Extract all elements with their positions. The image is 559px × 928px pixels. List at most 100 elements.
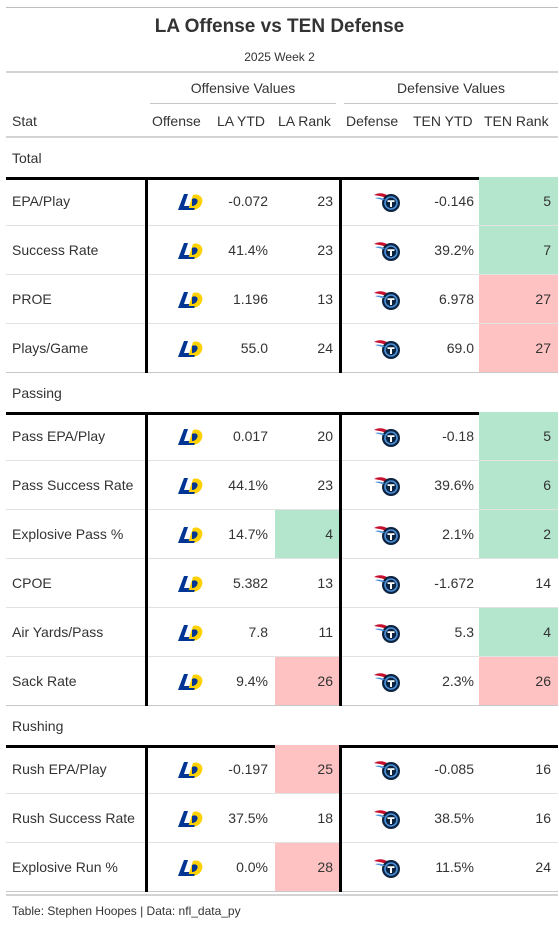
- titans-logo-icon: [373, 338, 403, 360]
- table-row: CPOE 5.382 13 -1.672 14: [6, 559, 558, 608]
- offensive-values-spanner: Offensive Values: [190, 80, 296, 96]
- la-rank-highlight: [275, 843, 342, 892]
- ten-rank-value: 6: [543, 477, 551, 493]
- column-header-rule: [6, 136, 558, 138]
- la-rank-value: 20: [317, 428, 333, 444]
- la-rank-highlight: [275, 510, 342, 559]
- rams-logo-icon: [175, 426, 205, 448]
- ten-ytd-value: 5.3: [454, 624, 474, 640]
- group-rule: [6, 412, 558, 415]
- row-divider: [6, 225, 558, 226]
- la-ytd-value: 0.0%: [236, 859, 268, 875]
- row-divider: [6, 607, 558, 608]
- stat-name: Success Rate: [12, 242, 99, 258]
- row-divider: [6, 705, 558, 706]
- table-row: Air Yards/Pass 7.8 11 5.3 4: [6, 608, 558, 657]
- la-ytd-value: 14.7%: [228, 526, 268, 542]
- rams-logo-icon: [175, 573, 205, 595]
- ten-ytd-value: -1.672: [434, 575, 474, 591]
- la-rank-value: 23: [317, 477, 333, 493]
- col-la-rank: LA Rank: [278, 113, 331, 129]
- titans-logo-icon: [373, 240, 403, 262]
- la-ytd-value: -0.197: [228, 761, 268, 777]
- ten-ytd-value: -0.085: [434, 761, 474, 777]
- titans-logo-icon: [373, 759, 403, 781]
- ten-rank-highlight: [479, 510, 558, 559]
- ten-rank-highlight: [479, 226, 558, 275]
- stat-name: Pass EPA/Play: [12, 428, 106, 444]
- row-divider: [6, 509, 558, 510]
- group-label: Passing: [12, 385, 62, 401]
- stat-name: Rush Success Rate: [12, 810, 135, 826]
- titans-logo-icon: [373, 426, 403, 448]
- titans-logo-icon: [373, 289, 403, 311]
- col-la-ytd: LA YTD: [217, 113, 265, 129]
- ten-rank-highlight: [479, 608, 558, 657]
- ten-ytd-value: 69.0: [446, 340, 474, 356]
- ten-ytd-value: 11.5%: [435, 859, 474, 875]
- col-ten-rank: TEN Rank: [484, 113, 549, 129]
- ten-rank-highlight: [479, 324, 558, 373]
- row-divider: [6, 656, 558, 657]
- table-subtitle: 2025 Week 2: [244, 50, 315, 64]
- ten-rank-value: 14: [535, 575, 551, 591]
- ten-rank-value: 27: [535, 291, 551, 307]
- ten-rank-value: 27: [535, 340, 551, 356]
- ten-rank-highlight: [479, 461, 558, 510]
- titans-logo-icon: [373, 475, 403, 497]
- la-rank-value: 23: [317, 193, 333, 209]
- titans-logo-icon: [373, 573, 403, 595]
- rams-logo-icon: [175, 524, 205, 546]
- ten-rank-highlight: [479, 177, 558, 226]
- stat-name: Sack Rate: [12, 673, 77, 689]
- defensive-spanner-rule: [344, 103, 558, 104]
- titans-logo-icon: [373, 524, 403, 546]
- table-row: Rush Success Rate 37.5% 18 38.5% 16: [6, 794, 558, 843]
- defense-column-border: [339, 745, 342, 892]
- ten-ytd-value: 2.1%: [442, 526, 474, 542]
- ten-rank-value: 7: [543, 242, 551, 258]
- group-label: Rushing: [12, 718, 64, 734]
- la-rank-highlight: [275, 745, 342, 794]
- ten-rank-value: 26: [535, 673, 551, 689]
- la-rank-value: 25: [317, 761, 333, 777]
- stat-name: Explosive Run %: [12, 859, 118, 875]
- ten-rank-highlight: [479, 275, 558, 324]
- la-ytd-value: -0.072: [228, 193, 268, 209]
- ten-rank-value: 24: [535, 859, 551, 875]
- row-divider: [6, 372, 558, 373]
- rams-logo-icon: [175, 808, 205, 830]
- rams-logo-icon: [175, 289, 205, 311]
- defense-column-border: [339, 177, 342, 373]
- group-label: Total: [12, 150, 42, 166]
- table-row: Plays/Game 55.0 24 69.0 27: [6, 324, 558, 373]
- stat-name: PROE: [12, 291, 52, 307]
- la-rank-highlight: [275, 657, 342, 706]
- table-row: EPA/Play -0.072 23 -0.146 5: [6, 177, 558, 226]
- header-rule: [6, 71, 558, 73]
- rams-logo-icon: [175, 338, 205, 360]
- rams-logo-icon: [175, 857, 205, 879]
- rams-logo-icon: [175, 759, 205, 781]
- ten-rank-value: 5: [543, 193, 551, 209]
- stat-name: Air Yards/Pass: [12, 624, 104, 640]
- row-divider: [6, 891, 558, 892]
- ten-ytd-value: 38.5%: [434, 810, 474, 826]
- titans-logo-icon: [373, 191, 403, 213]
- ten-rank-value: 16: [535, 761, 551, 777]
- ten-rank-value: 4: [543, 624, 551, 640]
- la-ytd-value: 55.0: [240, 340, 268, 356]
- row-divider: [6, 323, 558, 324]
- source-note: Table: Stephen Hoopes | Data: nfl_data_p…: [12, 904, 241, 918]
- ten-ytd-value: 39.6%: [434, 477, 474, 493]
- defensive-values-spanner: Defensive Values: [397, 80, 505, 96]
- col-defense: Defense: [346, 113, 399, 129]
- la-rank-value: 13: [317, 291, 333, 307]
- la-ytd-value: 5.382: [232, 575, 268, 591]
- la-rank-value: 24: [317, 340, 333, 356]
- la-ytd-value: 41.4%: [228, 242, 268, 258]
- la-rank-value: 26: [317, 673, 333, 689]
- rams-logo-icon: [175, 622, 205, 644]
- rams-logo-icon: [175, 671, 205, 693]
- stat-name: EPA/Play: [12, 193, 71, 209]
